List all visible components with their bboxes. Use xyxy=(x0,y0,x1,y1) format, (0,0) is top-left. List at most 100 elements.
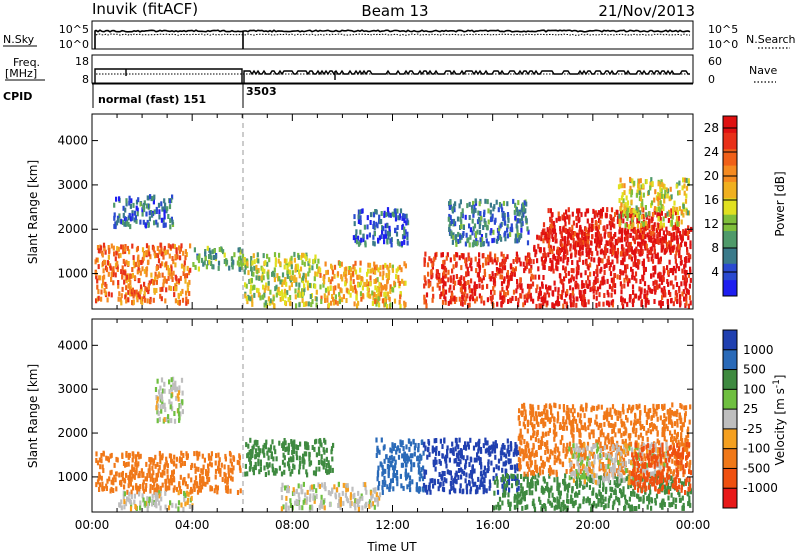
power-point xyxy=(372,224,375,229)
power-point xyxy=(397,274,400,280)
velocity-point xyxy=(393,456,396,462)
velocity-point xyxy=(399,473,402,479)
velocity-point xyxy=(154,487,157,493)
power-point xyxy=(453,295,456,301)
velocity-point xyxy=(525,490,528,495)
velocity-point xyxy=(290,441,293,447)
velocity-point xyxy=(327,490,330,496)
velocity-point xyxy=(180,502,183,508)
velocity-point xyxy=(138,473,141,478)
power-point xyxy=(678,297,682,303)
velocity-point xyxy=(106,456,110,462)
velocity-point xyxy=(315,494,318,499)
velocity-point xyxy=(262,449,265,455)
power-point xyxy=(563,235,567,241)
power-point xyxy=(549,258,552,263)
power-point xyxy=(351,285,354,291)
power-point xyxy=(551,233,554,239)
velocity-point xyxy=(170,393,173,399)
velocity-point xyxy=(287,446,290,452)
velocity-point xyxy=(353,492,356,498)
power-point xyxy=(107,245,110,250)
power-point xyxy=(289,301,292,307)
power-point xyxy=(497,231,500,237)
velocity-point xyxy=(171,406,174,412)
power-point xyxy=(479,242,483,248)
velocity-point xyxy=(445,478,448,484)
velocity-point xyxy=(483,465,486,471)
velocity-point xyxy=(96,460,100,466)
power-point xyxy=(630,246,633,252)
power-point xyxy=(446,252,449,258)
power-point xyxy=(158,214,161,220)
power-point xyxy=(511,295,514,301)
velocity-point xyxy=(446,445,449,451)
velocity-point xyxy=(375,437,378,443)
power-point xyxy=(273,267,276,273)
velocity-point xyxy=(156,418,159,424)
power-point xyxy=(103,274,106,280)
power-point xyxy=(399,291,402,296)
velocity-point xyxy=(249,459,252,465)
velocity-point xyxy=(516,463,519,469)
power-point xyxy=(495,267,499,272)
power-point xyxy=(614,232,617,237)
power-point xyxy=(355,295,358,301)
velocity-point xyxy=(484,440,487,446)
velocity-point xyxy=(687,491,690,497)
power-point xyxy=(654,265,657,271)
power-point xyxy=(167,214,170,219)
velocity-point xyxy=(289,498,292,504)
velocity-point xyxy=(637,494,640,500)
power-point xyxy=(592,288,595,294)
power-point xyxy=(348,266,352,271)
power-point xyxy=(383,297,386,303)
power-point xyxy=(187,270,191,276)
power-point xyxy=(529,258,532,264)
power-point xyxy=(379,219,382,225)
power-point xyxy=(657,212,660,218)
velocity-point xyxy=(407,472,410,478)
velocity-point xyxy=(438,450,441,456)
power-point xyxy=(464,299,467,305)
velocity-point xyxy=(453,487,456,493)
power-point xyxy=(641,249,644,255)
velocity-point xyxy=(153,502,157,508)
power-point xyxy=(255,264,258,270)
power-point xyxy=(286,265,289,271)
velocity-point xyxy=(172,471,175,477)
power-ytick-label: 2000 xyxy=(57,222,88,236)
power-point xyxy=(658,207,661,213)
velocity-point xyxy=(371,501,374,507)
power-point xyxy=(458,203,461,209)
power-point xyxy=(568,219,571,225)
velocity-point xyxy=(217,464,220,470)
power-point xyxy=(253,265,256,271)
velocity-point xyxy=(591,490,594,496)
velocity-point xyxy=(480,448,483,454)
power-point xyxy=(595,235,598,241)
power-point xyxy=(557,290,560,296)
velocity-point xyxy=(307,445,310,451)
power-point xyxy=(132,293,135,299)
velocity-point xyxy=(317,482,320,488)
velocity-point xyxy=(201,484,204,490)
power-point xyxy=(174,254,177,260)
power-point xyxy=(386,291,389,297)
power-point xyxy=(373,225,376,231)
velocity-point xyxy=(272,470,276,476)
power-point xyxy=(386,239,389,245)
power-point xyxy=(469,227,472,233)
velocity-point xyxy=(497,458,501,464)
velocity-point xyxy=(534,481,537,487)
power-point xyxy=(634,293,638,299)
power-point xyxy=(387,266,390,272)
power-point xyxy=(115,250,118,256)
power-point xyxy=(122,249,125,255)
power-point xyxy=(657,192,660,198)
power-point xyxy=(689,277,692,283)
power-point xyxy=(687,181,690,187)
power-point xyxy=(467,237,470,243)
velocity-point xyxy=(151,493,154,499)
power-point xyxy=(673,200,676,206)
